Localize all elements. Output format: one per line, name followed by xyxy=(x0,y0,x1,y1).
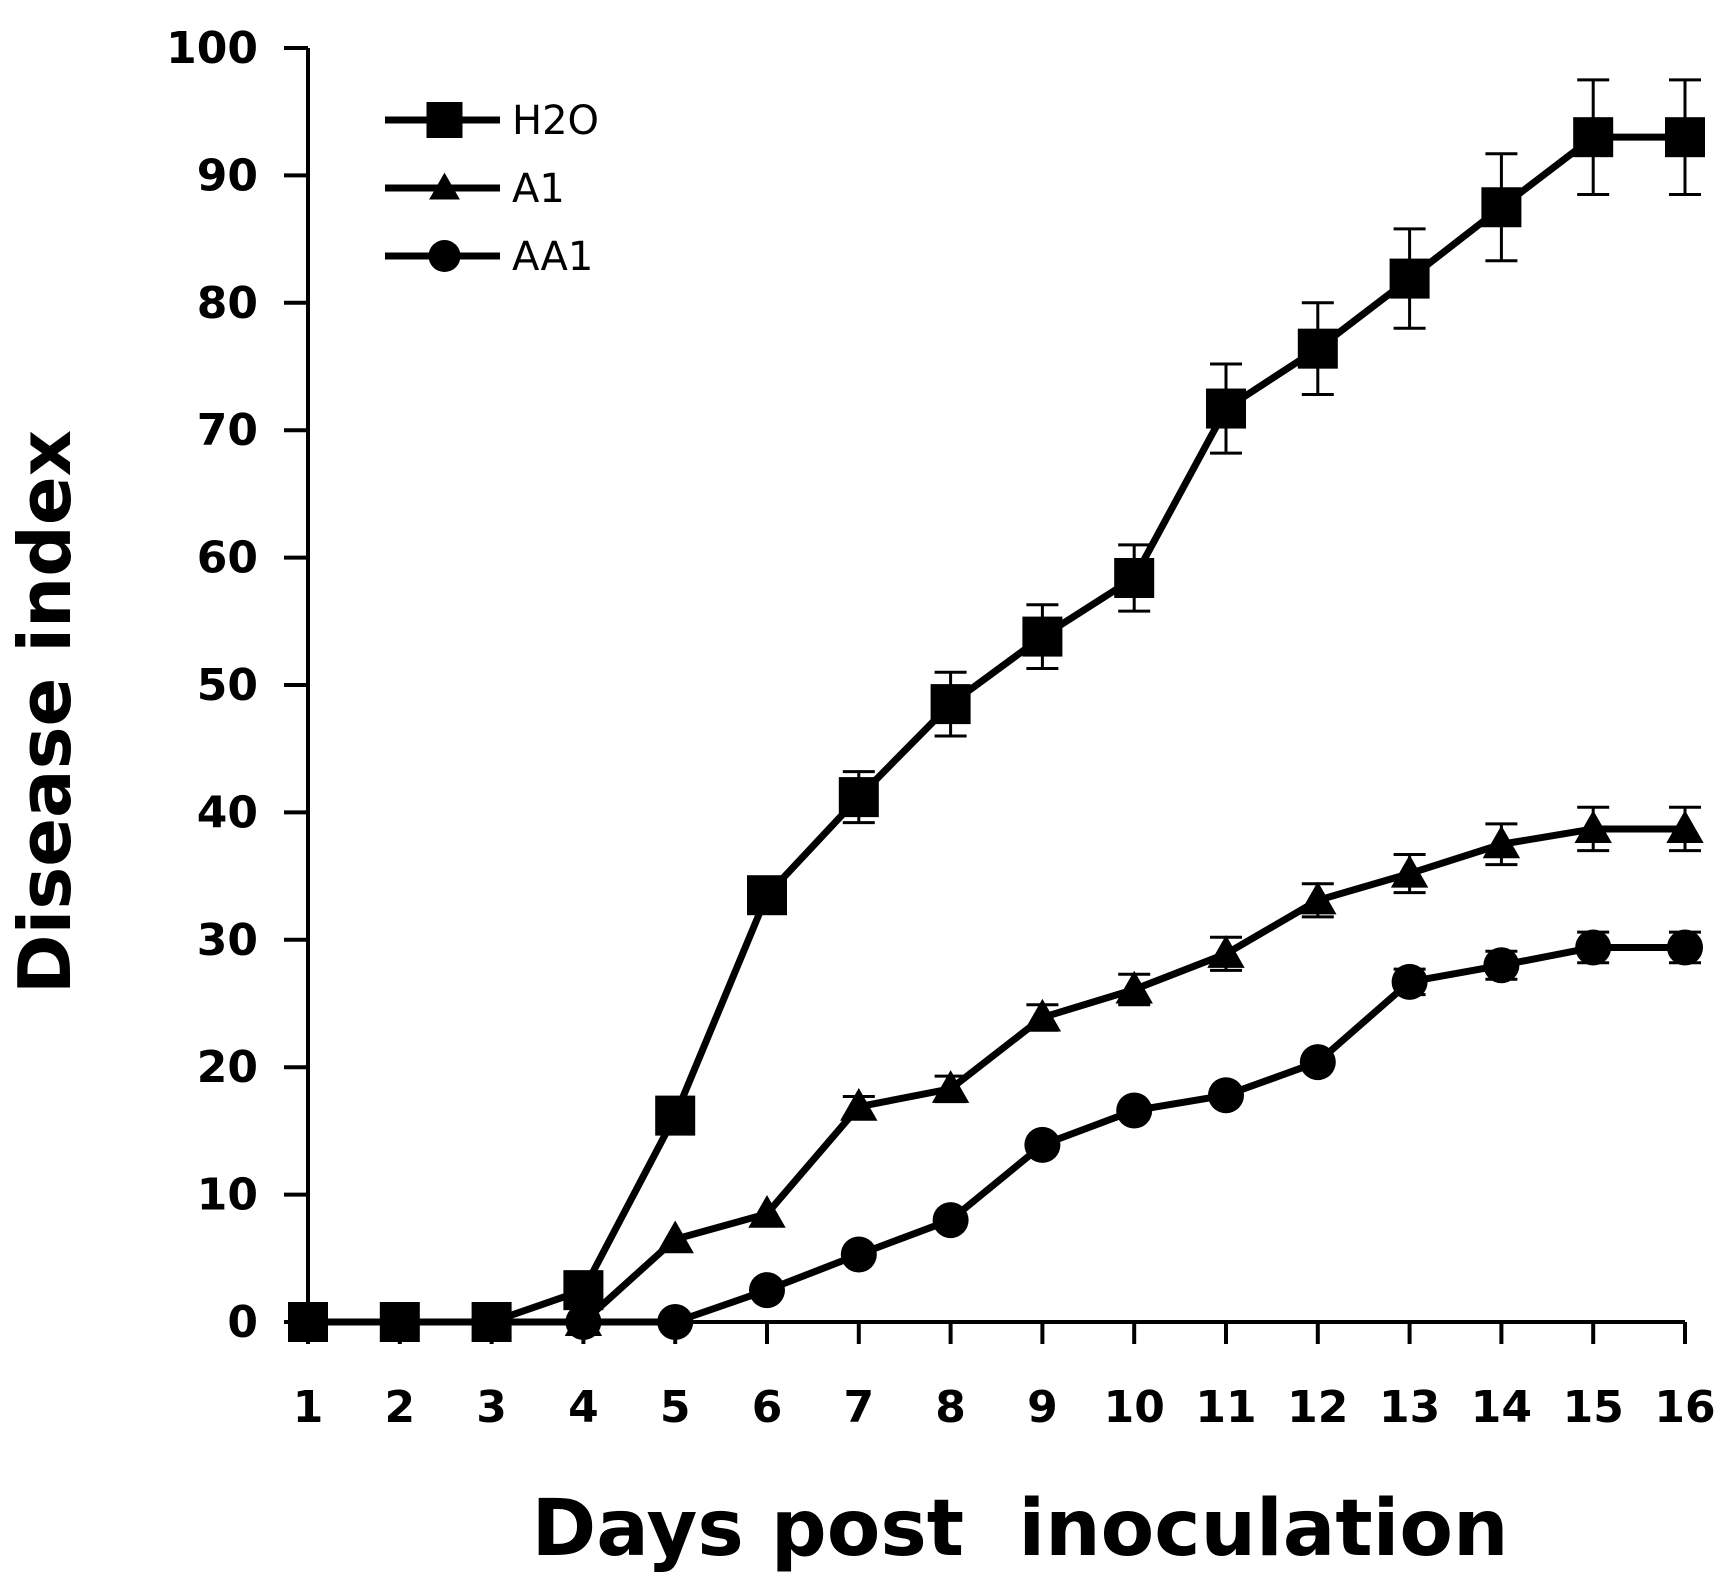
data-point xyxy=(1574,810,1612,843)
x-tick-label: 16 xyxy=(1654,1382,1715,1433)
data-point xyxy=(1575,929,1612,966)
data-point xyxy=(840,1087,878,1121)
legend-label: A1 xyxy=(512,166,565,212)
y-tick-label: 30 xyxy=(197,915,258,966)
data-point xyxy=(1482,825,1521,859)
y-tick-label: 10 xyxy=(197,1170,258,1221)
data-point xyxy=(381,1304,418,1340)
x-tick-label: 3 xyxy=(476,1382,507,1433)
x-tick-label: 14 xyxy=(1471,1382,1532,1433)
legend-marker xyxy=(426,102,463,138)
y-tick-label: 40 xyxy=(197,787,258,838)
x-tick-label: 10 xyxy=(1104,1382,1165,1433)
data-point xyxy=(930,684,971,725)
data-point xyxy=(1115,970,1153,1004)
legend-item-aa1: AA1 xyxy=(385,234,593,280)
data-point xyxy=(1391,963,1428,1000)
x-tick-label: 11 xyxy=(1195,1382,1256,1433)
legend-label: H2O xyxy=(512,98,599,144)
legend-item-h2o: H2O xyxy=(385,98,599,144)
data-point xyxy=(748,1195,786,1228)
y-tick-label: 70 xyxy=(197,405,258,456)
data-point xyxy=(1665,117,1705,158)
data-point xyxy=(1390,854,1429,888)
legend: H2O A1 AA1 xyxy=(385,98,599,280)
y-tick-label: 60 xyxy=(197,533,258,584)
y-tick-label: 0 xyxy=(227,1297,258,1348)
data-point xyxy=(749,1272,785,1309)
x-tick-label: 8 xyxy=(935,1382,966,1433)
x-tick-label: 13 xyxy=(1379,1382,1440,1433)
legend-label: AA1 xyxy=(512,234,593,280)
x-tick-label: 1 xyxy=(293,1382,324,1433)
data-point xyxy=(1114,557,1155,598)
legend-marker xyxy=(428,240,461,272)
data-point xyxy=(931,1070,970,1103)
series-line xyxy=(308,825,1685,1326)
data-point xyxy=(655,1095,696,1136)
legend-item-a1: A1 xyxy=(385,166,565,212)
data-point xyxy=(1023,998,1062,1032)
data-point xyxy=(1666,810,1704,843)
data-point xyxy=(838,777,879,818)
series-h2o xyxy=(288,78,1705,1342)
series-a1 xyxy=(289,805,1704,1337)
data-point xyxy=(1022,616,1063,657)
x-tick-label: 12 xyxy=(1287,1382,1348,1433)
data-point xyxy=(1573,117,1614,158)
x-tick-label: 15 xyxy=(1563,1382,1624,1433)
y-axis-title: Disease index xyxy=(3,430,87,994)
data-point xyxy=(657,1304,694,1340)
data-point xyxy=(1207,935,1245,968)
series-aa1 xyxy=(290,929,1703,1340)
data-point xyxy=(747,875,787,916)
x-tick-label: 2 xyxy=(384,1382,415,1433)
data-point xyxy=(1024,1126,1061,1163)
y-tick-label: 20 xyxy=(197,1042,258,1093)
data-point xyxy=(473,1304,510,1340)
data-point xyxy=(1299,881,1337,915)
data-point xyxy=(1208,1077,1244,1114)
data-point xyxy=(840,1236,877,1273)
y-tick-label: 80 xyxy=(197,278,258,329)
y-tick-label: 90 xyxy=(197,150,258,201)
data-point xyxy=(1483,947,1520,984)
data-point xyxy=(1667,929,1703,966)
data-point xyxy=(290,1304,326,1340)
series-line xyxy=(308,133,1685,1326)
data-point xyxy=(1116,1092,1153,1129)
x-tick-label: 6 xyxy=(752,1382,783,1433)
data-point xyxy=(1299,1044,1336,1081)
y-tick-label: 100 xyxy=(166,23,258,74)
data-point xyxy=(932,1202,969,1239)
series-layer xyxy=(288,78,1705,1342)
series-line xyxy=(308,943,1685,1326)
data-point xyxy=(565,1304,602,1340)
data-point xyxy=(1389,258,1430,299)
x-tick-label: 7 xyxy=(843,1382,874,1433)
data-point xyxy=(1481,187,1522,228)
data-point xyxy=(656,1220,694,1254)
x-tick-label: 4 xyxy=(568,1382,599,1433)
x-axis-title: Days post inoculation xyxy=(532,1484,1509,1574)
data-point xyxy=(1206,388,1246,429)
legend-marker xyxy=(429,172,460,200)
y-tick-label: 50 xyxy=(197,660,258,711)
x-tick-label: 5 xyxy=(660,1382,691,1433)
x-tick-label: 9 xyxy=(1027,1382,1058,1433)
data-point xyxy=(1297,328,1338,369)
